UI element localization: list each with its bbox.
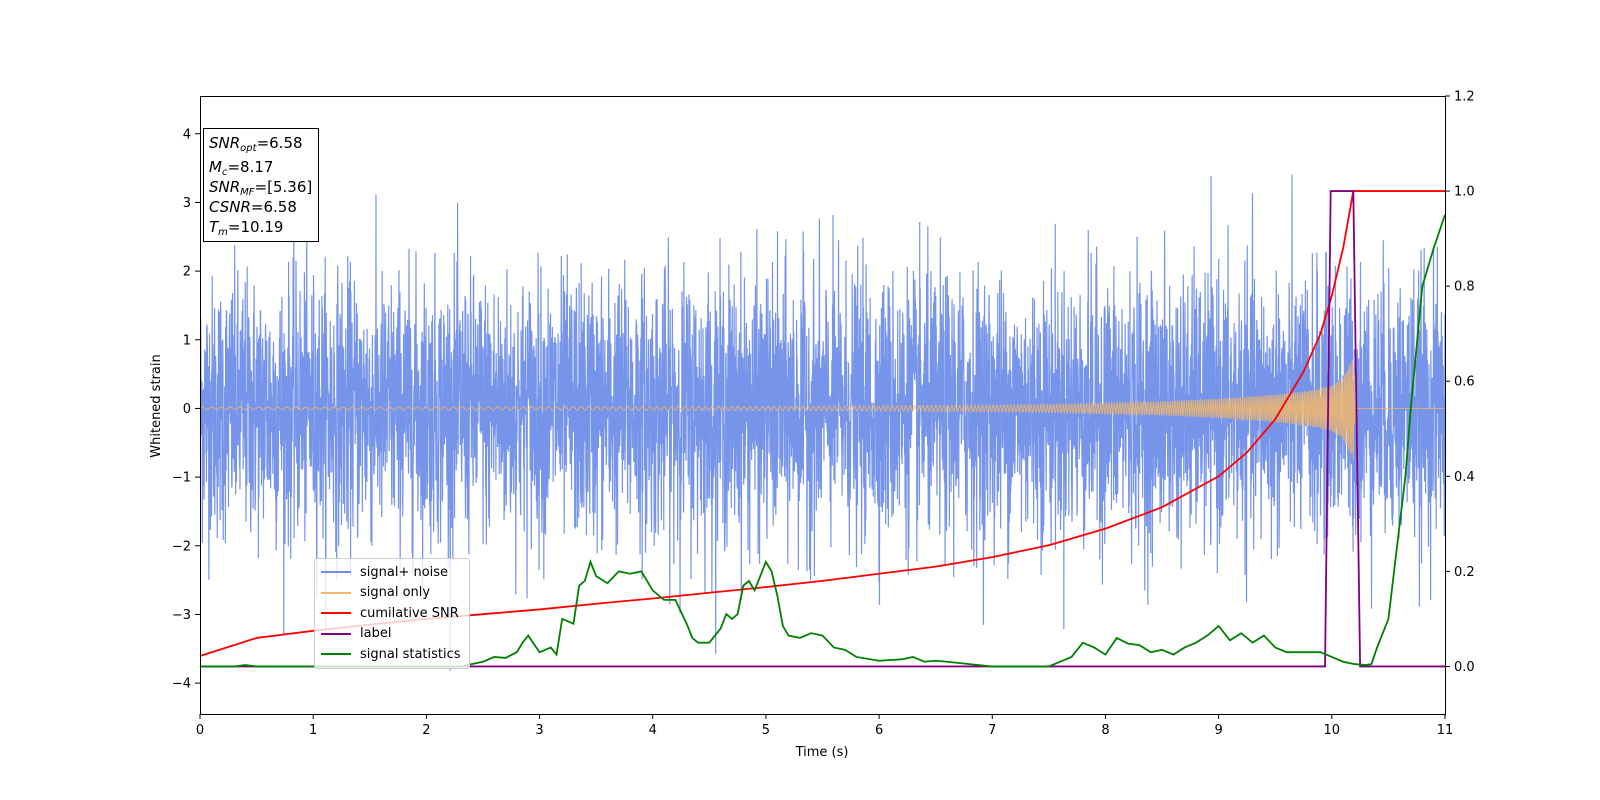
snr-opt-line: SNRopt=6.58	[209, 134, 303, 154]
legend-swatch-signal-statistics	[321, 653, 351, 656]
x-tick-label: 3	[535, 723, 543, 738]
csnr-line: CSNR=6.58	[209, 198, 297, 216]
y-right-tick-label: 0.0	[1454, 660, 1475, 675]
y-tick-label: −1	[172, 471, 191, 486]
legend-swatch-signal-noise	[321, 571, 351, 574]
y-right-tick-label: 0.6	[1454, 375, 1475, 390]
series-signal-statistics	[200, 214, 1446, 668]
legend: signal+ noise signal only cumilative SNR…	[314, 558, 470, 669]
tm-line: Tm=10.19	[209, 218, 284, 238]
legend-item-cumulative-snr: cumilative SNR	[321, 603, 461, 624]
plot-frame	[200, 96, 1446, 715]
x-tick-label: 0	[196, 723, 204, 738]
y-tick-label: 4	[183, 127, 191, 142]
y-tick-label: −2	[172, 539, 191, 554]
x-axis-label: Time (s)	[795, 745, 849, 760]
x-tick-label: 4	[649, 723, 657, 738]
y-axis-label: Whitened strain	[149, 354, 164, 457]
x-tick-label: 6	[875, 723, 883, 738]
legend-item-signal-noise: signal+ noise	[321, 562, 461, 583]
legend-label: signal+ noise	[360, 564, 449, 580]
y-right-tick-label: 1.0	[1454, 185, 1475, 200]
legend-item-signal-only: signal only	[321, 583, 461, 604]
x-tick-label: 9	[1214, 723, 1222, 738]
legend-label: label	[360, 626, 392, 642]
y-right-tick-label: 0.2	[1454, 565, 1475, 580]
legend-label: signal only	[360, 585, 431, 601]
series-signal-only	[200, 360, 1445, 460]
x-tick-label: 5	[762, 723, 770, 738]
legend-label: cumilative SNR	[360, 605, 459, 621]
y-tick-label: 1	[183, 333, 191, 348]
y-right-tick-label: 0.4	[1454, 470, 1475, 485]
x-tick-label: 10	[1324, 723, 1341, 738]
legend-swatch-label	[321, 632, 351, 635]
y-right-tick-label: 1.2	[1454, 90, 1475, 105]
mc-line: Mc=8.17	[209, 158, 274, 178]
y-tick-label: 3	[183, 196, 191, 211]
legend-label: signal statistics	[360, 646, 461, 662]
legend-swatch-signal-only	[321, 591, 351, 594]
x-tick-label: 8	[1101, 723, 1109, 738]
snr-mf-line: SNRMF=[5.36]	[209, 178, 313, 198]
x-tick-label: 2	[422, 723, 430, 738]
x-tick-label: 11	[1437, 723, 1454, 738]
y-tick-label: 0	[183, 402, 191, 417]
y-tick-label: −4	[172, 677, 191, 692]
legend-item-signal-statistics: signal statistics	[321, 644, 461, 665]
y-tick-label: −3	[172, 608, 191, 623]
legend-swatch-cumulative-snr	[321, 612, 351, 615]
series-label	[200, 190, 1445, 668]
y-tick-label: 2	[183, 265, 191, 280]
annotation-box: SNRopt=6.58 Mc=8.17 SNRMF=[5.36] CSNR=6.…	[203, 128, 320, 242]
x-tick-label: 7	[988, 723, 996, 738]
legend-item-label: label	[321, 624, 461, 645]
x-tick-label: 1	[309, 723, 317, 738]
y-right-tick-label: 0.8	[1454, 280, 1475, 295]
